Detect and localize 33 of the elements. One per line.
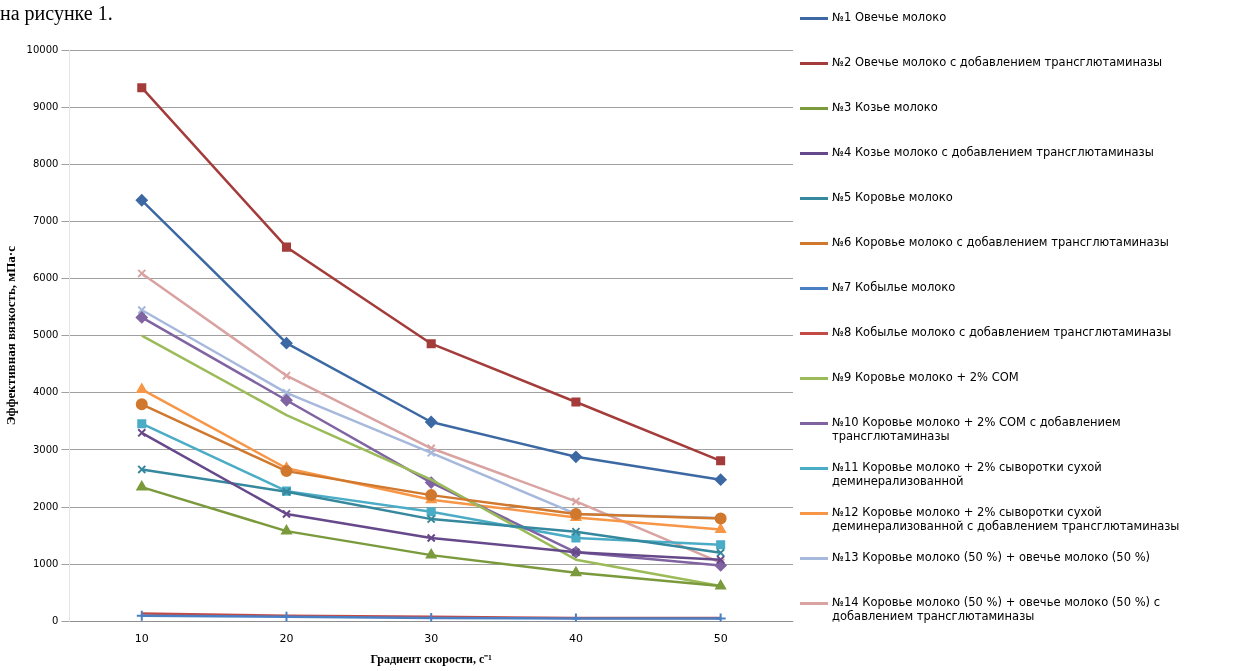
legend-label: №6 Коровье молоко с добавлением трансглютаминазы (832, 235, 1169, 249)
legend-label: №12 Коровье молоко + 2% сыворотки сухой деминерализованной с добавлением трансглютаминазы (832, 505, 1181, 533)
legend-label: №4 Козье молоко с добавлением трансглютаминазы (832, 145, 1154, 159)
legend-label: №11 Коровье молоко + 2% сыворотки сухой деминерализованной (832, 460, 1103, 488)
x-tick-label: 40 (568, 631, 583, 645)
x-tick-label: 20 (279, 631, 294, 645)
legend-label: №2 Овечье молоко с добавлением трансглютаминазы (832, 55, 1163, 69)
legend-label: №14 Коровье молоко (50 %) + овечье молоко (50 %) с добавлением трансглютаминазы (832, 595, 1162, 623)
x-axis-title: Градиент скорости, с⁻¹ (370, 651, 493, 666)
legend-label: №7 Кобылье молоко (832, 280, 956, 294)
text: на рисунке 1. (0, 2, 113, 25)
legend-label: №10 Коровье молоко + 2% СОМ с добавлением трансглютаминазы (832, 415, 1122, 443)
y-tick-label: 5000 (32, 329, 59, 341)
legend-label: №1 Овечье молоко (832, 10, 947, 24)
x-tick-label: 30 (424, 631, 439, 645)
y-tick-label: 10000 (26, 43, 59, 55)
x-tick-label: 50 (713, 631, 728, 645)
y-tick-label: 4000 (32, 386, 59, 398)
x-tick-label: 10 (134, 631, 149, 645)
legend-label: №5 Коровье молоко (832, 190, 953, 204)
y-tick-label: 8000 (32, 157, 59, 169)
legend-label: №13 Коровье молоко (50 %) + овечье молоко (50 %) (832, 550, 1151, 564)
y-tick-label: 9000 (32, 100, 59, 112)
legend-label: №8 Кобылье молоко с добавлением трансглютаминазы (832, 325, 1172, 339)
y-tick-label: 3000 (32, 443, 59, 455)
y-tick-label: 0 (52, 614, 59, 626)
y-axis-title: Эффективная вязкость, мПа·с (3, 245, 19, 426)
y-tick-label: 1000 (32, 557, 59, 569)
y-tick-label: 6000 (32, 272, 59, 284)
legend-label: №3 Козье молоко (832, 100, 938, 114)
legend-label: №9 Коровье молоко + 2% СОМ (832, 370, 1019, 384)
y-tick-label: 7000 (32, 215, 59, 227)
y-tick-label: 2000 (32, 500, 59, 512)
